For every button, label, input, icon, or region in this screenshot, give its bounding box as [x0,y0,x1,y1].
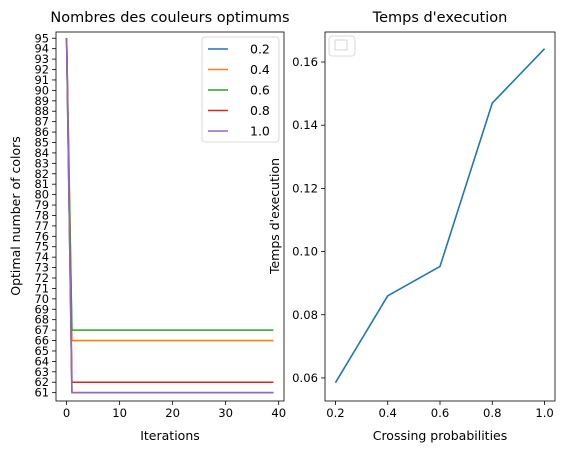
left-chart-legend-label: 0.2 [250,42,270,57]
right-chart-x-tick-label: 0.2 [326,406,344,420]
right-chart-x-tick-label: 1.0 [535,406,553,420]
right-chart-series-line [334,48,546,384]
left-chart-y-tick-label: 89 [35,94,50,108]
left-chart-y-tick-label: 92 [35,63,50,77]
left-chart-y-tick-label: 85 [35,135,50,149]
left-chart-y-tick-label: 81 [35,177,50,191]
left-chart-y-tick-label: 61 [35,386,50,400]
left-chart-y-tick-label: 67 [35,323,50,337]
left-chart-y-tick-label: 75 [35,240,50,254]
left-chart-y-tick-label: 88 [35,104,50,118]
left-chart-legend-label: 0.8 [250,103,270,118]
right-chart-ticks: 0.2 0.4 0.6 0.8 1.0 0.06 0.08 0.10 0.12 0.14 0.16 [292,55,554,420]
left-chart-y-tick-label: 69 [35,302,50,316]
right-chart-y-tick-label: 0.14 [292,118,318,132]
left-chart-y-tick-label: 78 [35,208,50,222]
left-chart-y-tick-label: 66 [35,334,50,348]
right-chart-y-tick-label: 0.16 [292,55,318,69]
right-chart-y-tick-label: 0.12 [292,181,318,195]
left-chart-x-tick-label: 20 [165,406,180,420]
left-chart-y-tick-label: 86 [35,125,50,139]
left-chart-y-tick-label: 80 [35,188,50,202]
left-chart-y-tick-label: 64 [35,354,50,368]
right-chart-legend-box [328,35,356,57]
left-chart-y-tick-label: 79 [35,198,50,212]
right-chart-frame [324,31,556,402]
left-chart-y-tick-label: 95 [35,31,50,45]
left-chart-y-tick-label: 71 [35,281,50,295]
left-chart: Nombres des couleurs optimums Iterations… [8,10,290,443]
left-chart-y-tick-label: 82 [35,167,50,181]
left-chart-frame [55,31,285,402]
right-chart-x-tick-label: 0.8 [483,406,501,420]
left-chart-y-axis-label: Optimal number of colors [8,136,23,296]
right-chart-title: Temps d'execution [372,10,508,26]
left-chart-y-tick-label: 70 [35,292,50,306]
left-chart-y-tick-label: 93 [35,52,50,66]
left-chart-y-tick-label: 76 [35,229,50,243]
left-chart-x-axis-label: Iterations [140,428,200,443]
left-chart-y-tick-label: 62 [35,375,50,389]
left-chart-series [65,38,274,394]
left-chart-legend-label: 0.4 [250,62,270,77]
left-chart-y-tick-label: 91 [35,73,50,87]
right-chart-y-tick-label: 0.08 [292,308,318,322]
left-chart-title: Nombres des couleurs optimums [50,10,289,26]
left-chart-x-tick-label: 0 [63,406,70,420]
right-chart-legend-handle [334,39,348,51]
right-chart-y-tick-label: 0.10 [292,245,318,259]
right-chart-x-tick-label: 0.4 [379,406,397,420]
left-chart-y-tick-label: 84 [35,146,50,160]
left-chart-x-tick-label: 30 [218,406,233,420]
left-chart-y-tick-label: 68 [35,313,50,327]
left-chart-y-tick-label: 94 [35,42,50,56]
left-chart-y-tick-label: 72 [35,271,50,285]
left-chart-y-tick-label: 87 [35,115,50,129]
right-chart: Temps d'execution Crossing probabilities… [267,10,556,443]
left-chart-y-tick-label: 90 [35,83,50,97]
right-chart-x-axis-label: Crossing probabilities [373,428,508,443]
left-chart-y-tick-label: 83 [35,156,50,170]
left-chart-y-tick-label: 73 [35,261,50,275]
left-chart-legend-label: 1.0 [250,124,270,139]
left-chart-y-tick-label: 65 [35,344,50,358]
left-chart-series-line-1.0 [65,38,274,394]
right-chart-y-tick-label: 0.06 [292,371,318,385]
left-chart-y-tick-label: 63 [35,365,50,379]
left-chart-ticks: 0 10 20 30 406162636465666768697071727374757… [35,31,287,420]
right-chart-series [334,48,546,384]
left-chart-x-tick-label: 40 [271,406,286,420]
right-chart-y-axis-label: Temps d'execution [267,158,282,275]
left-chart-legend-box [201,36,280,143]
left-chart-y-tick-label: 77 [35,219,50,233]
left-chart-legend-label: 0.6 [250,83,270,98]
right-chart-x-tick-label: 0.6 [431,406,449,420]
left-chart-x-tick-label: 10 [112,406,127,420]
left-chart-y-tick-label: 74 [35,250,50,264]
left-chart-legend: 0.2 0.4 0.6 0.8 1.0 [201,36,280,143]
